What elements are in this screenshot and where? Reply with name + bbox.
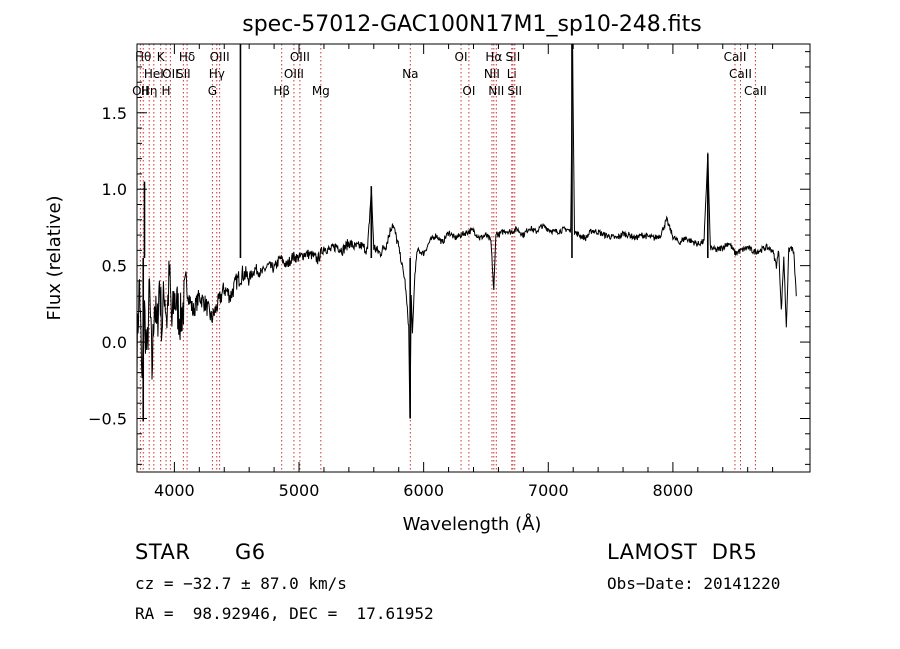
line-marker-label: OIII: [284, 67, 304, 81]
x-axis: 4000 5000 6000 7000 8000: [154, 44, 774, 500]
line-marker-label: OI: [462, 84, 475, 98]
line-marker-label: NII: [484, 67, 500, 81]
x-tick-label: 7000: [528, 481, 569, 500]
x-tick-label: 6000: [403, 481, 444, 500]
y-axis: −0.5 0.0 0.5 1.0 1.5: [88, 51, 810, 465]
line-marker-label: HeI: [144, 67, 164, 81]
line-marker-label: Hθ: [135, 50, 151, 64]
y-tick-label: −0.5: [88, 410, 127, 429]
y-tick-label: 1.0: [102, 180, 127, 199]
object-subclass: G6: [235, 540, 266, 564]
line-marker-label: SII: [507, 84, 522, 98]
line-marker-label: NII: [488, 84, 504, 98]
line-marker-label: OI: [455, 50, 468, 64]
spectrum-series: [136, 43, 797, 422]
line-marker-label: OIII: [210, 50, 230, 64]
line-marker-label: H: [162, 84, 171, 98]
line-marker-label: SII: [506, 50, 521, 64]
line-marker-label: CaII: [744, 84, 767, 98]
line-marker-label: Hγ: [209, 67, 225, 81]
redshift-velocity: cz = −32.7 ± 87.0 km/s: [135, 574, 347, 593]
line-marker-label: Mg: [312, 84, 330, 98]
line-marker-label: G: [208, 84, 217, 98]
line-marker-label: Hη: [141, 84, 158, 98]
y-tick-label: 0.5: [102, 257, 127, 276]
x-tick-label: 8000: [653, 481, 694, 500]
y-tick-label: 0.0: [102, 333, 127, 352]
line-marker-label: Hα: [485, 50, 502, 64]
y-axis-label: Flux (relative): [44, 195, 65, 320]
plot-frame: [136, 43, 811, 473]
line-marker-label: SII: [176, 67, 191, 81]
line-marker-label: OIII: [290, 50, 310, 64]
x-tick-label: 5000: [279, 481, 320, 500]
line-marker-label: CaII: [729, 67, 752, 81]
survey-name: LAMOST DR5: [607, 540, 758, 564]
y-tick-label: 1.5: [102, 104, 127, 123]
line-marker-label: Hβ: [273, 84, 290, 98]
coordinates: RA = 98.92946, DEC = 17.61952: [135, 604, 434, 623]
x-tick-label: 4000: [154, 481, 195, 500]
line-marker-label: Na: [402, 67, 418, 81]
line-marker-label: Hδ: [179, 50, 195, 64]
spectral-line-markers: OIIHθHηHeIKHOIISIIHδGHγOIIIHβOIIIOIIIMgN…: [132, 44, 767, 472]
line-marker-label: Li: [507, 67, 517, 81]
observation-date: Obs−Date: 20141220: [607, 574, 781, 593]
line-marker-label: CaII: [724, 50, 747, 64]
line-marker-label: K: [157, 50, 166, 64]
line-marker-label: OII: [162, 67, 179, 81]
chart-title: spec-57012-GAC100N17M1_sp10-248.fits: [242, 12, 702, 37]
spectrum-line: [136, 43, 797, 418]
line-marker-label: OII: [132, 84, 149, 98]
x-axis-label: Wavelength (Å): [403, 513, 542, 535]
object-class: STAR: [135, 540, 191, 564]
